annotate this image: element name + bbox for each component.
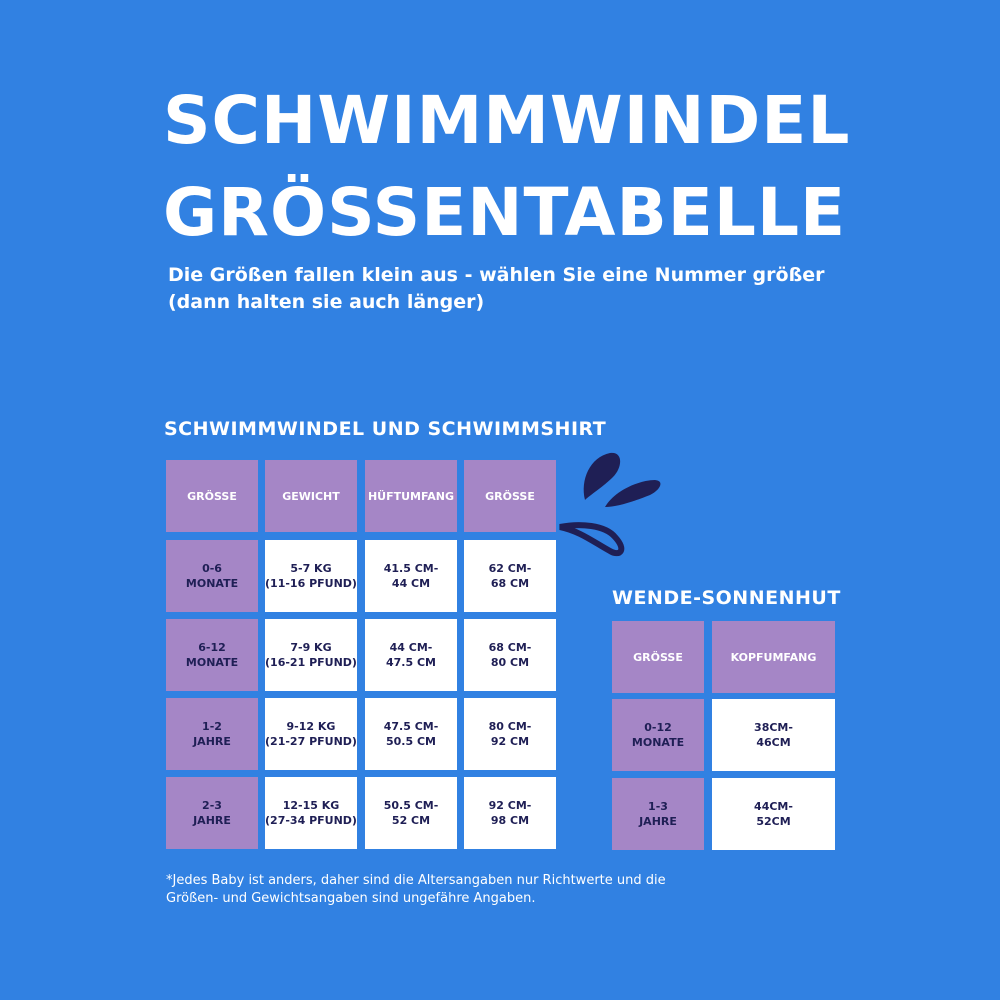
table-cell: 7-9 KG (16-21 PFUND) <box>265 619 357 691</box>
table-cell: 62 CM- 68 CM <box>464 540 556 612</box>
table-cell: 1-2 JAHRE <box>166 698 258 770</box>
table2-heading: WENDE-SONNENHUT <box>612 587 841 609</box>
table-header-cell: GRÖSSE <box>166 460 258 532</box>
table-cell: 12-15 KG (27-34 PFUND) <box>265 777 357 849</box>
table-header-cell: GRÖSSE <box>612 621 704 693</box>
table-header-cell: GRÖSSE <box>464 460 556 532</box>
table-cell: 50.5 CM- 52 CM <box>365 777 457 849</box>
table-cell: 47.5 CM- 50.5 CM <box>365 698 457 770</box>
table-cell: 9-12 KG (21-27 PFUND) <box>265 698 357 770</box>
table-cell: 44 CM- 47.5 CM <box>365 619 457 691</box>
table-cell: 80 CM- 92 CM <box>464 698 556 770</box>
table-cell: 2-3 JAHRE <box>166 777 258 849</box>
splash-icon <box>559 452 661 557</box>
title-line2: GRÖSSENTABELLE <box>163 174 847 251</box>
table-cell: 1-3 JAHRE <box>612 778 704 850</box>
table-cell: 5-7 KG (11-16 PFUND) <box>265 540 357 612</box>
table-header-cell: KOPFUMFANG <box>712 621 835 693</box>
subtitle: Die Größen fallen klein aus - wählen Sie… <box>168 264 825 313</box>
table-cell: 0-12 MONATE <box>612 699 704 771</box>
table-cell: 92 CM- 98 CM <box>464 777 556 849</box>
table-cell: 6-12 MONATE <box>166 619 258 691</box>
table-header-cell: HÜFTUMFANG <box>365 460 457 532</box>
footnote: *Jedes Baby ist anders, daher sind die A… <box>166 873 666 906</box>
table-cell: 68 CM- 80 CM <box>464 619 556 691</box>
table1-heading: SCHWIMMWINDEL UND SCHWIMMSHIRT <box>164 418 607 440</box>
table-cell: 38CM- 46CM <box>712 699 835 771</box>
table-cell: 44CM- 52CM <box>712 778 835 850</box>
table-cell: 41.5 CM- 44 CM <box>365 540 457 612</box>
table-header-cell: GEWICHT <box>265 460 357 532</box>
title-line1: SCHWIMMWINDEL <box>163 82 851 159</box>
table-cell: 0-6 MONATE <box>166 540 258 612</box>
